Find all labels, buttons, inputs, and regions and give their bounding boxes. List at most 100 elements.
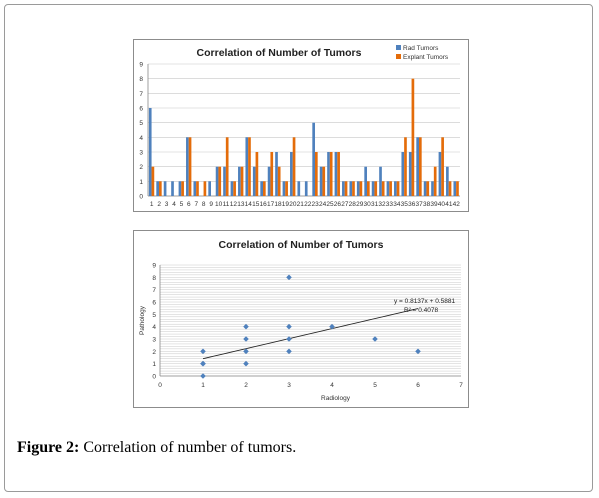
x-tick-label: 2 xyxy=(157,201,161,208)
x-tick-label: 22 xyxy=(304,201,312,208)
data-point xyxy=(200,360,206,367)
bar xyxy=(252,166,256,196)
bar xyxy=(401,152,405,196)
bar xyxy=(423,181,427,196)
data-point xyxy=(243,336,249,342)
x-tick-label: 12 xyxy=(230,201,238,208)
data-point xyxy=(200,348,206,355)
bar xyxy=(238,166,241,196)
bar xyxy=(304,181,308,196)
bar xyxy=(433,166,437,196)
bar xyxy=(240,166,244,196)
bar xyxy=(196,181,199,196)
bar xyxy=(225,137,229,196)
y-tick-label: 4 xyxy=(139,135,143,142)
x-tick-label: 9 xyxy=(209,201,213,208)
x-tick-label: 14 xyxy=(245,201,253,208)
bar xyxy=(290,152,293,196)
x-tick-label: 42 xyxy=(453,201,461,208)
bar xyxy=(314,152,318,196)
y-tick-label: 1 xyxy=(139,179,143,186)
y-tick-label: 9 xyxy=(139,62,143,69)
x-tick-label: 41 xyxy=(445,201,453,208)
bar xyxy=(151,166,155,196)
y-tick-label: 6 xyxy=(139,106,143,113)
x-tick-label: 6 xyxy=(187,201,191,208)
bar xyxy=(349,181,353,196)
x-tick-label: 11 xyxy=(223,201,230,208)
x-tick-label: 10 xyxy=(215,201,223,208)
bar xyxy=(186,137,189,196)
bar xyxy=(178,181,182,196)
bar xyxy=(448,181,452,196)
bar xyxy=(230,181,234,196)
bar xyxy=(344,181,348,196)
data-point xyxy=(243,360,249,367)
x-tick-label: 20 xyxy=(289,201,297,208)
bar xyxy=(379,166,382,196)
x-tick-label: 0 xyxy=(158,382,162,389)
x-tick-label: 32 xyxy=(378,201,386,208)
y-axis-label: Pathology xyxy=(139,305,146,335)
bar xyxy=(411,78,415,196)
chart-title: Correlation of Number of Tumors xyxy=(197,47,362,59)
r-squared-label: R² = 0.4078 xyxy=(404,307,439,314)
data-point xyxy=(415,348,421,355)
y-tick-label: 3 xyxy=(152,337,156,344)
y-tick-label: 0 xyxy=(152,374,156,381)
x-tick-label: 5 xyxy=(373,382,377,389)
bar xyxy=(386,181,390,196)
bar xyxy=(327,152,330,196)
data-point xyxy=(286,274,292,281)
bar xyxy=(233,181,236,196)
bar-chart: Correlation of Number of Tumors 0 1 2 3 4 5 6 7 8… xyxy=(133,39,469,212)
bar xyxy=(381,181,385,196)
bar xyxy=(203,181,207,196)
bar xyxy=(374,181,378,196)
bar xyxy=(148,108,152,196)
bar xyxy=(396,181,400,196)
bar xyxy=(322,166,326,196)
x-tick-label: 29 xyxy=(356,201,364,208)
bar xyxy=(408,152,412,196)
x-tick-label: 4 xyxy=(330,382,334,389)
bar xyxy=(156,181,159,196)
x-tick-label: 3 xyxy=(165,201,169,208)
bar xyxy=(181,181,184,196)
bar xyxy=(319,166,323,196)
bar xyxy=(456,181,459,196)
bar xyxy=(292,137,296,196)
bar xyxy=(342,181,345,196)
x-tick-label: 2 xyxy=(244,382,248,389)
x-tick-label: 30 xyxy=(364,201,372,208)
x-tick-label: 24 xyxy=(319,201,327,208)
x-tick-label: 33 xyxy=(386,201,394,208)
x-axis-label: Radiology xyxy=(321,395,351,402)
figure-frame: Correlation of Number of Tumors 0 1 2 3 4 5 6 7 8… xyxy=(4,4,593,492)
scatter-chart: Correlation of Number of Tumors 0 1 2 3 4 5 6 7 8… xyxy=(133,230,469,408)
x-tick-label: 35 xyxy=(401,201,409,208)
data-point xyxy=(200,373,206,379)
y-tick-label: 5 xyxy=(139,120,143,127)
x-tick-label: 1 xyxy=(201,382,205,389)
x-tick-label: 19 xyxy=(282,201,290,208)
y-tick-label: 2 xyxy=(152,349,156,356)
x-tick-label: 7 xyxy=(194,201,198,208)
x-tick-label: 28 xyxy=(349,201,357,208)
bar xyxy=(426,181,430,196)
bar xyxy=(275,152,278,196)
bar xyxy=(285,181,288,196)
x-tick-label: 7 xyxy=(459,382,463,389)
data-point xyxy=(286,348,292,355)
bar xyxy=(446,166,449,196)
bar xyxy=(441,137,444,196)
x-tick-label: 25 xyxy=(326,201,334,208)
bar xyxy=(404,137,407,196)
figure-caption: Figure 2: Correlation of number of tumor… xyxy=(17,439,296,457)
x-tick-label: 5 xyxy=(180,201,184,208)
bar xyxy=(262,181,266,196)
y-tick-label: 4 xyxy=(152,324,156,331)
y-tick-label: 5 xyxy=(152,312,156,319)
bar xyxy=(356,181,360,196)
x-tick-label: 15 xyxy=(252,201,260,208)
